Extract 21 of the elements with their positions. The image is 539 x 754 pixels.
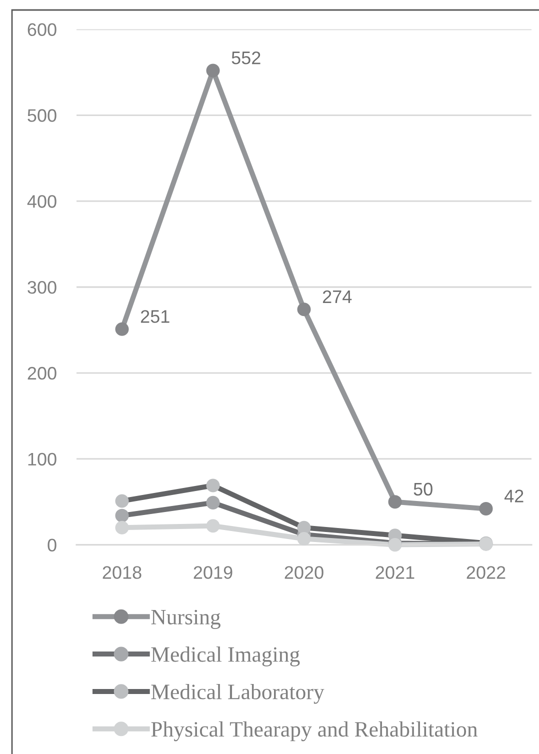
- y-tick-label: 500: [28, 109, 56, 122]
- y-tick-label: 300: [28, 280, 56, 294]
- x-tick-label: 2022: [466, 566, 506, 579]
- x-tick-label: 2019: [194, 566, 232, 579]
- x-tick-label: 2018: [102, 566, 142, 579]
- y-tick-label: 200: [28, 366, 56, 380]
- data-label: 251: [140, 310, 170, 323]
- legend-label: Nursing: [151, 610, 220, 629]
- legend-label: Physical Thearapy and Rehabilitation: [151, 721, 478, 742]
- y-tick-label: 600: [28, 23, 56, 36]
- y-tick-label: 100: [28, 452, 56, 466]
- x-tick-label: 2021: [376, 566, 414, 579]
- y-tick-label: 400: [27, 195, 56, 208]
- legend-label: Medical Imaging: [151, 646, 300, 666]
- data-label: 552: [232, 51, 260, 64]
- data-label: 50: [414, 482, 432, 496]
- legend-label: Medical Laboratory: [151, 684, 324, 704]
- data-label: 274: [322, 290, 352, 303]
- data-label: 42: [504, 490, 524, 502]
- y-tick-label: 0: [48, 538, 56, 552]
- x-tick-label: 2020: [284, 566, 324, 579]
